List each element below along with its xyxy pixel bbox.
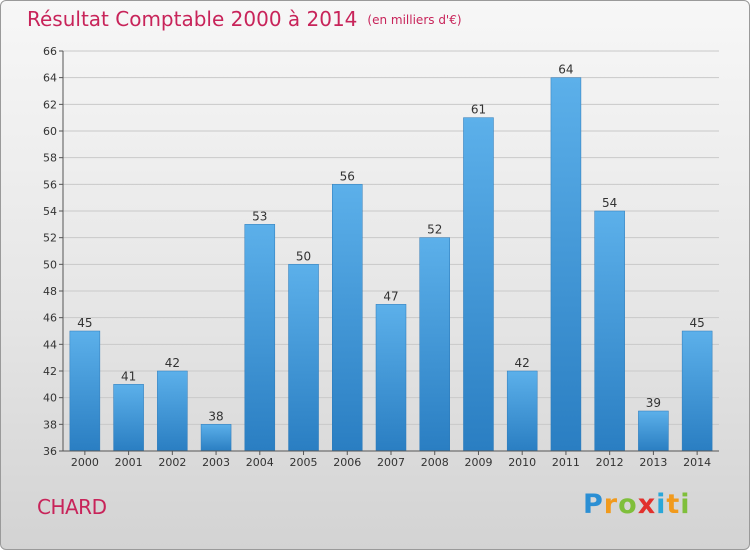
y-tick-label: 48	[43, 285, 57, 298]
x-tick-label: 2013	[639, 456, 667, 469]
y-tick-label: 42	[43, 365, 57, 378]
bar	[157, 370, 188, 452]
y-tick-label: 60	[43, 125, 57, 138]
y-tick-label: 52	[43, 232, 57, 245]
bar	[375, 304, 407, 452]
value-labels: 45 41 42 38 53 50 56 47 52 61 42 64 54 39 45	[77, 63, 705, 424]
bar	[594, 210, 625, 452]
x-tick-label: 2001	[115, 456, 143, 469]
y-tick-label: 54	[43, 205, 57, 218]
data-label: 64	[558, 63, 573, 77]
y-tick-label: 56	[43, 178, 57, 191]
data-label: 38	[208, 409, 223, 423]
data-label: 39	[646, 396, 661, 410]
data-label: 45	[77, 316, 92, 330]
y-tick-label: 38	[43, 418, 57, 431]
bar	[200, 424, 232, 452]
x-tick-label: 2011	[552, 456, 580, 469]
x-tick-label: 2004	[246, 456, 274, 469]
data-label: 42	[165, 356, 180, 370]
bar	[463, 117, 494, 452]
x-tick-label: 2003	[202, 456, 230, 469]
data-label: 41	[121, 369, 136, 383]
x-tick-label: 2000	[71, 456, 99, 469]
y-tick-label: 58	[43, 152, 57, 165]
data-label: 42	[515, 356, 530, 370]
y-tick-label: 40	[43, 392, 57, 405]
bar	[332, 184, 363, 452]
bar	[550, 77, 582, 452]
bars	[69, 77, 713, 452]
x-tick-label: 2006	[333, 456, 361, 469]
data-label: 61	[471, 103, 486, 117]
x-tick-label: 2002	[158, 456, 186, 469]
data-label: 47	[383, 289, 398, 303]
data-label: 45	[689, 316, 704, 330]
y-tick-labels: 36 38 40 42 44 46 48 50 52 54 56 58 60 62 64 66	[43, 45, 57, 458]
city-name: CHARD	[37, 495, 107, 519]
y-tick-label: 66	[43, 45, 57, 58]
y-tick-label: 62	[43, 98, 57, 111]
bar	[419, 237, 450, 452]
data-label: 56	[340, 169, 355, 183]
proxiti-logo: Proxiti	[583, 489, 691, 520]
x-tick-labels: 2000 2001 2002 2003 2004 2005 2006 2007 2008 2009…	[71, 451, 711, 469]
x-tick-label: 2009	[464, 456, 492, 469]
bar	[113, 384, 144, 452]
bar	[69, 330, 101, 452]
x-tick-label: 2008	[421, 456, 449, 469]
y-tick-label: 44	[43, 338, 57, 351]
data-label: 54	[602, 196, 617, 210]
bar	[681, 330, 713, 452]
data-label: 52	[427, 223, 442, 237]
y-tick-label: 36	[43, 445, 57, 458]
x-tick-label: 2010	[508, 456, 536, 469]
y-tick-label: 50	[43, 258, 57, 271]
x-tick-label: 2007	[377, 456, 405, 469]
bar	[244, 224, 276, 452]
data-label: 53	[252, 209, 267, 223]
x-tick-label: 2014	[683, 456, 711, 469]
x-tick-label: 2012	[596, 456, 624, 469]
bar	[506, 370, 538, 452]
x-tick-label: 2005	[290, 456, 318, 469]
bar	[638, 410, 669, 452]
y-tick-label: 64	[43, 72, 57, 85]
chart-title: Résultat Comptable 2000 à 2014 (en millie…	[27, 7, 462, 31]
y-tick-label: 46	[43, 312, 57, 325]
data-label: 50	[296, 249, 311, 263]
unit-label: (en milliers d'€)	[367, 13, 462, 27]
bar	[288, 264, 319, 452]
title-text: Résultat Comptable 2000 à 2014	[27, 7, 358, 31]
